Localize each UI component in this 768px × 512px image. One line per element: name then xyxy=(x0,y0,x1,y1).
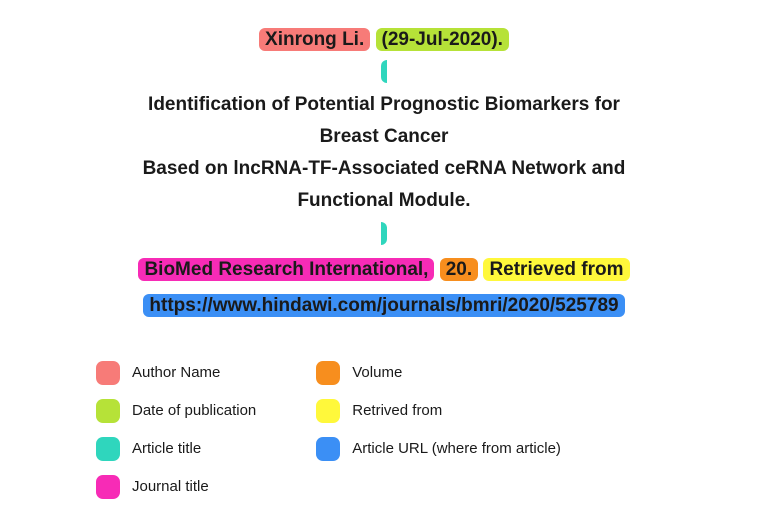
legend-label: Article title xyxy=(132,440,201,457)
citation-line-1: Xinrong Li. (29-Jul-2020). xyxy=(40,24,728,56)
legend-item: Volume xyxy=(316,361,561,385)
legend-item: Journal title xyxy=(96,475,256,499)
author-name: Xinrong Li. xyxy=(259,28,370,51)
legend-label: Retrived from xyxy=(352,402,442,419)
volume: 20. xyxy=(440,258,478,281)
legend-swatch xyxy=(316,399,340,423)
legend-item: Author Name xyxy=(96,361,256,385)
legend-label: Date of publication xyxy=(132,402,256,419)
legend-item: Date of publication xyxy=(96,399,256,423)
legend-swatch xyxy=(316,361,340,385)
legend-swatch xyxy=(96,437,120,461)
article-title: Identification of Potential Prognostic B… xyxy=(40,60,728,244)
legend-swatch xyxy=(96,399,120,423)
legend-swatch xyxy=(96,475,120,499)
legend-swatch xyxy=(316,437,340,461)
legend-label: Journal title xyxy=(132,478,209,495)
citation-line-journal: BioMed Research International, 20. Retri… xyxy=(40,254,728,286)
publication-date: (29-Jul-2020). xyxy=(376,28,509,51)
legend-swatch xyxy=(96,361,120,385)
legend-item: Article URL (where from article) xyxy=(316,437,561,461)
article-url: https://www.hindawi.com/journals/bmri/20… xyxy=(143,294,624,317)
legend-label: Article URL (where from article) xyxy=(352,440,561,457)
legend-item: Article title xyxy=(96,437,256,461)
citation-block: Xinrong Li. (29-Jul-2020). Identificatio… xyxy=(40,24,728,323)
retrieved-from: Retrieved from xyxy=(483,258,629,281)
legend: Author Name Date of publication Article ti… xyxy=(40,361,728,499)
legend-column-1: Author Name Date of publication Article ti… xyxy=(96,361,256,499)
legend-column-2: Volume Retrived from Article URL (where fr… xyxy=(316,361,561,499)
legend-label: Author Name xyxy=(132,364,220,381)
citation-line-url: https://www.hindawi.com/journals/bmri/20… xyxy=(40,290,728,322)
legend-label: Volume xyxy=(352,364,402,381)
journal-title: BioMed Research International, xyxy=(138,258,434,281)
legend-item: Retrived from xyxy=(316,399,561,423)
